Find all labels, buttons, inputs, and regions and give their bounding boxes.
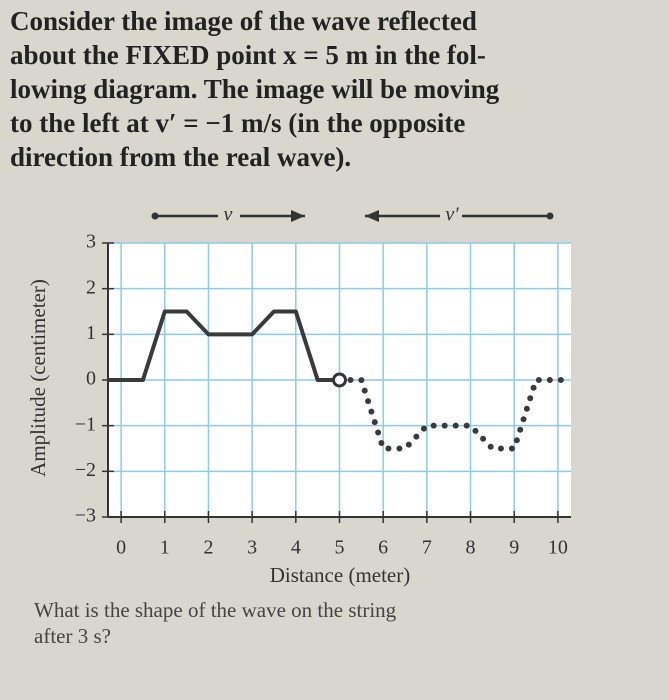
y-tick-label: −2 (75, 459, 96, 481)
question-text: What is the shape of the wave on the str… (34, 597, 396, 649)
velocity-label: v (224, 204, 233, 226)
text-line: Consider the image of the wave reflected (10, 6, 477, 36)
y-tick-label: 1 (86, 322, 96, 344)
arrow-head (365, 210, 379, 222)
x-tick-label: 4 (291, 537, 301, 559)
x-tick-label: 10 (548, 537, 568, 559)
y-tick-label: 0 (86, 368, 96, 390)
y-tick-label: 2 (86, 276, 96, 298)
y-tick-label: −1 (75, 413, 96, 435)
y-tick-label: 3 (86, 231, 96, 253)
velocity-label: v′ (445, 204, 459, 226)
text-line: to the left at v′ = −1 m/s (in the oppos… (10, 108, 466, 138)
text-line: about the FIXED point x = 5 m in the fol… (10, 40, 486, 70)
x-axis-label: Distance (meter) (270, 563, 411, 587)
text-line: after 3 s? (34, 624, 111, 648)
arrow-head (291, 210, 305, 222)
text-line: lowing diagram. The image will be moving (10, 74, 500, 104)
arrow-tail (546, 212, 554, 220)
x-tick-label: 3 (247, 537, 257, 559)
wave-line (108, 309, 340, 382)
text-line: What is the shape of the wave on the str… (34, 598, 397, 622)
x-tick-label: 2 (203, 537, 213, 559)
x-tick-label: 7 (422, 537, 432, 559)
x-tick-label: 8 (466, 537, 476, 559)
x-tick-label: 0 (116, 537, 126, 559)
x-tick-label: 9 (509, 537, 519, 559)
x-tick-label: 6 (378, 537, 388, 559)
problem-text: Consider the image of the wave reflected… (10, 4, 499, 174)
wave-line (336, 377, 574, 452)
x-tick-label: 1 (160, 537, 170, 559)
text-line: direction from the real wave). (10, 142, 352, 172)
y-axis-label: Amplitude (centimeter) (26, 279, 50, 477)
fixed-point (332, 372, 347, 388)
y-tick-label: −3 (75, 505, 96, 527)
arrow-tail (151, 212, 159, 220)
x-tick-label: 5 (335, 537, 345, 559)
